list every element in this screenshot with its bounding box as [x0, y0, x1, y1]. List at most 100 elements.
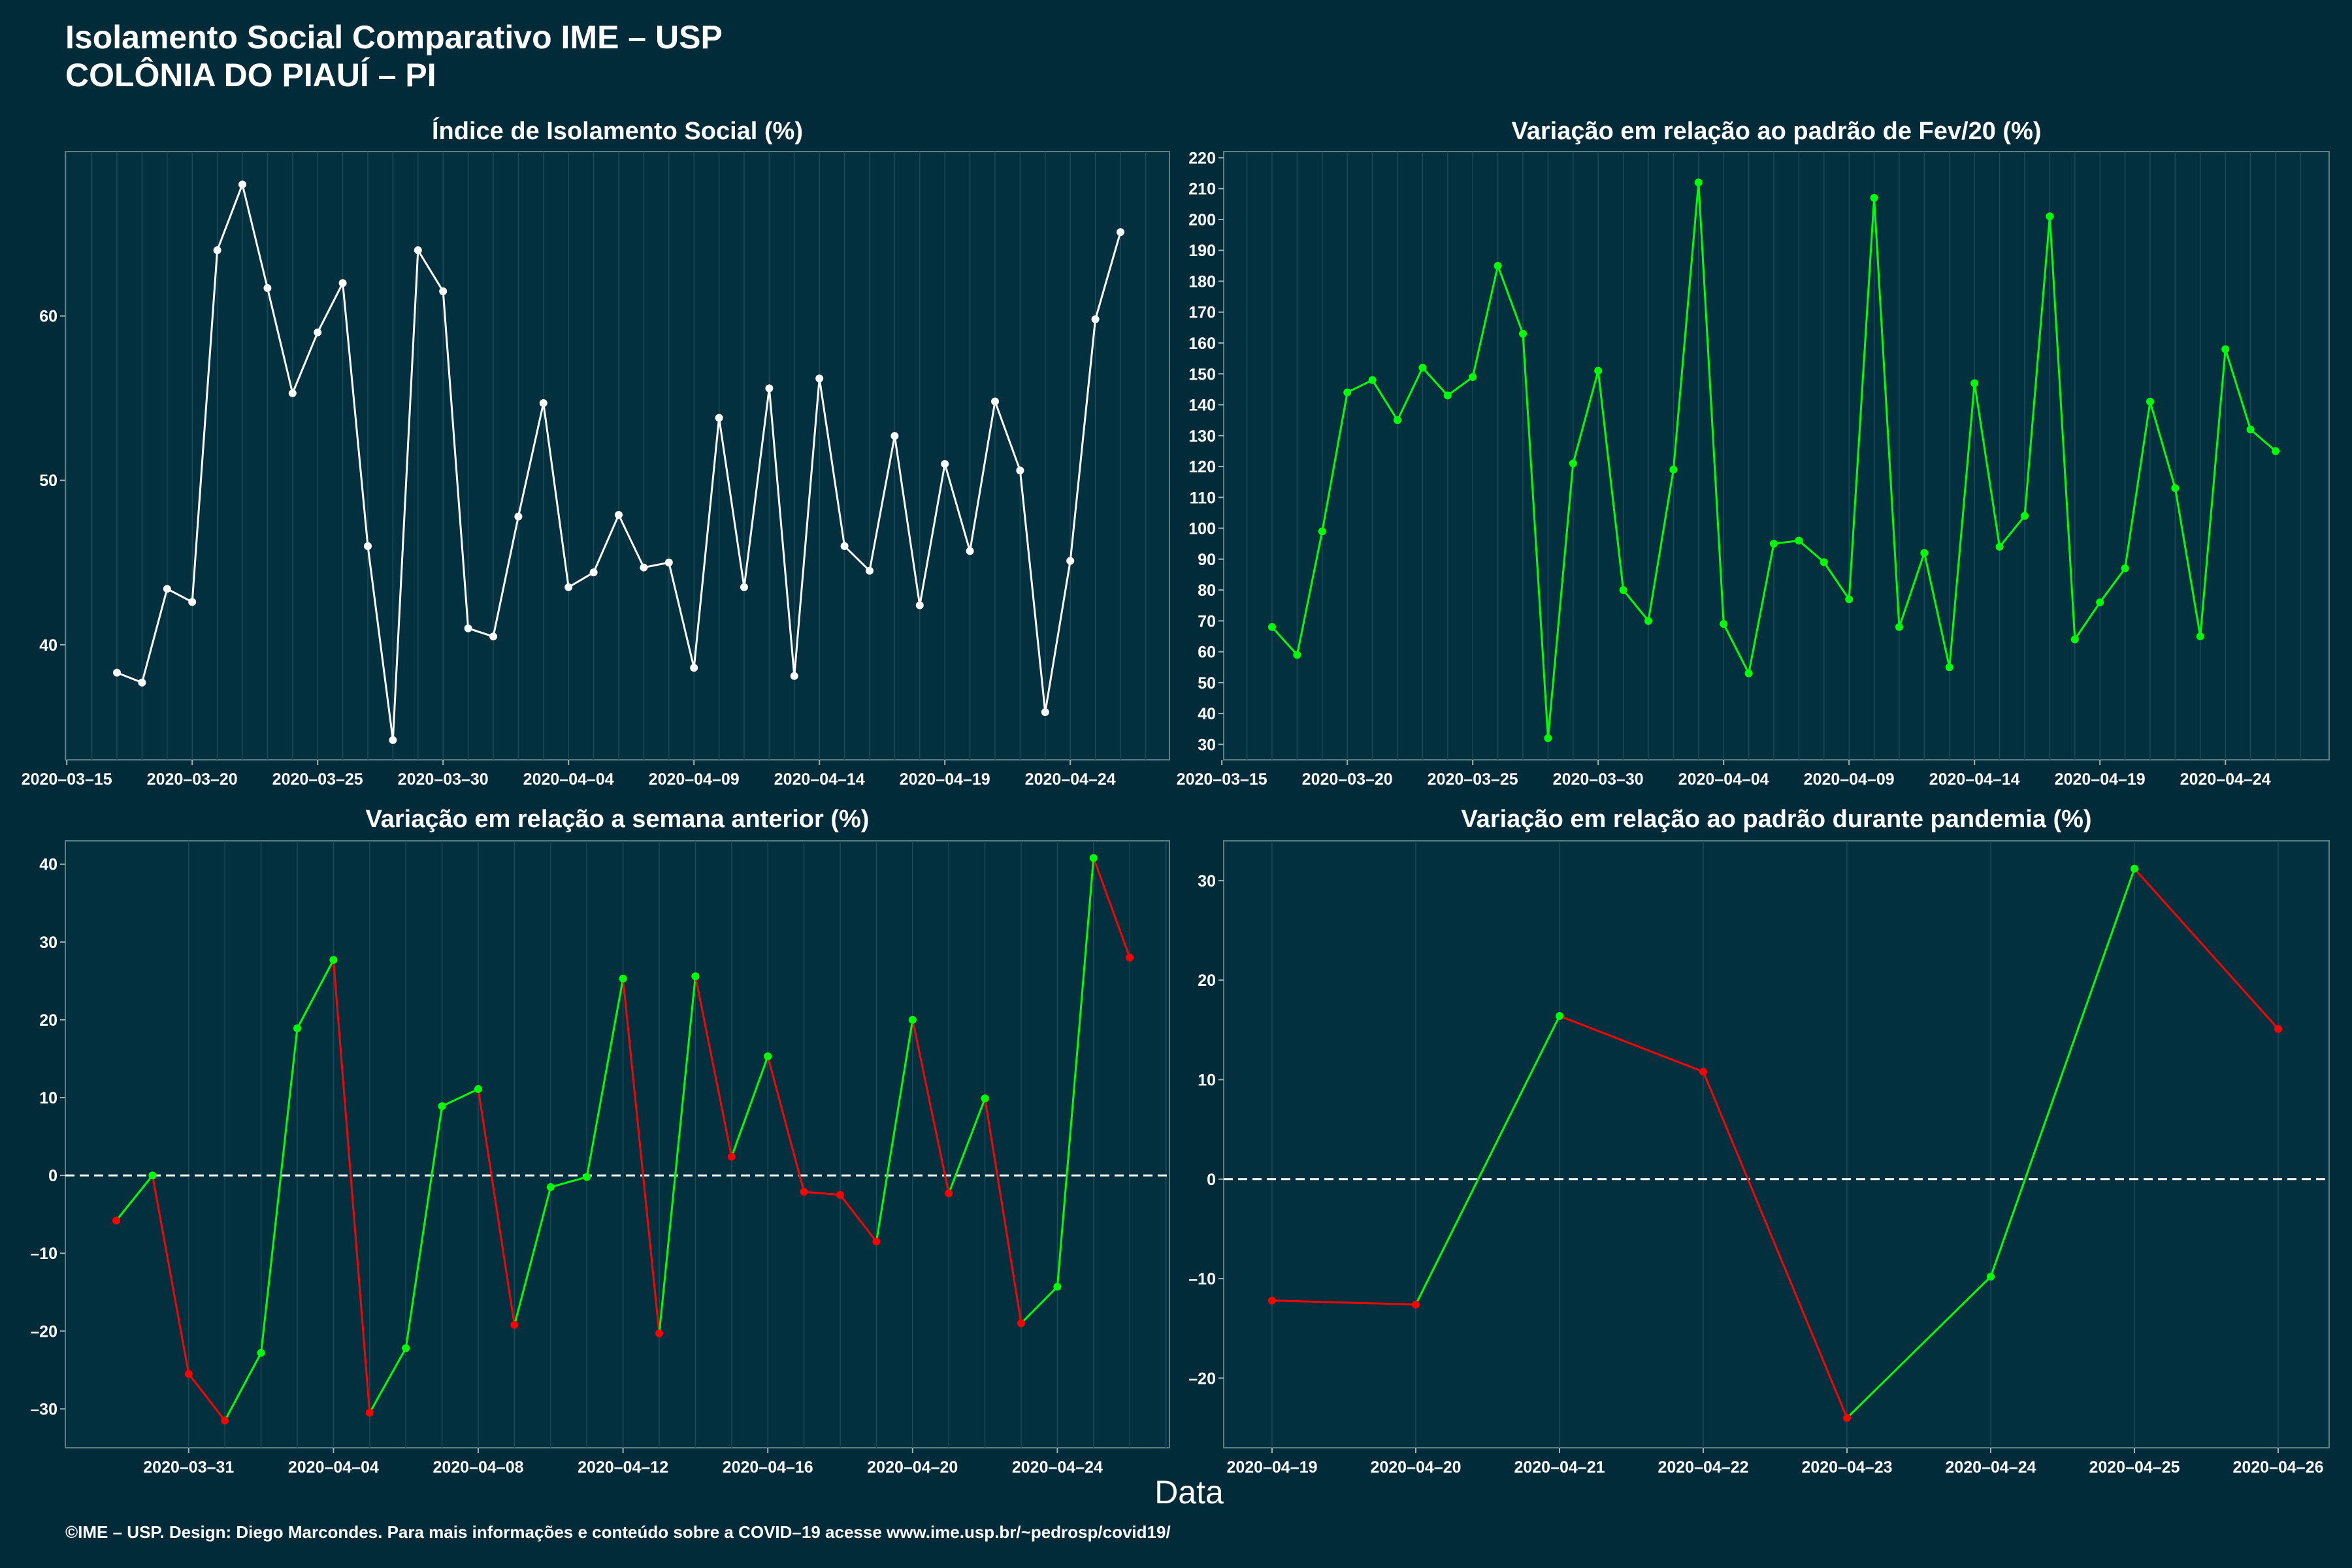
- series-segment: [368, 1347, 407, 1414]
- data-point: [1053, 1282, 1062, 1291]
- series-segment: [766, 1056, 806, 1192]
- data-point: [1770, 540, 1778, 548]
- series-segment: [260, 1028, 299, 1353]
- x-tick-label: 2020–03–30: [1553, 770, 1644, 789]
- data-point: [1443, 391, 1452, 400]
- y-tick-label: –10: [30, 1245, 57, 1263]
- data-point: [1268, 1296, 1276, 1305]
- series-segment: [1559, 1015, 1704, 1073]
- data-point: [1368, 376, 1377, 384]
- plot-panel: [1223, 151, 2330, 760]
- data-point: [991, 397, 999, 406]
- data-point: [583, 1173, 591, 1181]
- data-point: [1016, 466, 1024, 475]
- y-tick-label: 40: [1198, 705, 1216, 723]
- data-point: [263, 284, 272, 292]
- data-point: [740, 583, 748, 591]
- data-point: [1293, 651, 1301, 659]
- data-point: [840, 542, 849, 550]
- series-segment: [694, 975, 733, 1157]
- data-point: [1089, 854, 1098, 862]
- data-point: [1494, 261, 1502, 270]
- data-point: [1845, 595, 1854, 604]
- data-point: [1556, 1012, 1563, 1021]
- data-point: [2046, 212, 2054, 221]
- data-point: [314, 328, 322, 336]
- x-tick-label: 2020–03–15: [1177, 770, 1267, 789]
- data-point: [890, 432, 899, 440]
- data-point: [1720, 620, 1728, 629]
- data-point: [1744, 669, 1753, 678]
- data-point: [800, 1188, 808, 1196]
- x-tick-label: 2020–04–24: [1025, 770, 1116, 789]
- x-tick-label: 2020–04–20: [1370, 1458, 1461, 1477]
- y-tick-label: 50: [39, 472, 57, 490]
- data-point: [691, 972, 700, 981]
- data-point: [1699, 1068, 1707, 1076]
- series-segment: [622, 978, 661, 1334]
- data-point: [1920, 549, 1929, 557]
- data-point: [1418, 363, 1427, 372]
- data-point: [464, 624, 472, 632]
- data-point: [690, 664, 698, 672]
- series-segment: [984, 1098, 1022, 1324]
- series-segment: [1846, 1275, 1992, 1419]
- data-point: [1126, 953, 1134, 962]
- data-point: [163, 585, 171, 593]
- series-segment: [804, 1190, 841, 1196]
- y-tick-label: 220: [1188, 149, 1216, 167]
- data-point: [915, 601, 924, 610]
- plot-panel: [65, 840, 1170, 1448]
- data-point: [338, 279, 347, 287]
- x-tick-label: 2020–04–19: [2055, 770, 2146, 789]
- x-tick-label: 2020–04–21: [1514, 1458, 1605, 1477]
- y-tick-label: 30: [39, 934, 57, 952]
- y-tick-label: 90: [1198, 551, 1216, 569]
- x-tick-label: 2020–03–31: [143, 1458, 234, 1477]
- data-point: [1017, 1319, 1025, 1328]
- data-point: [1594, 367, 1603, 375]
- y-tick-label: –10: [1188, 1270, 1216, 1288]
- data-point: [1117, 228, 1124, 237]
- data-point: [474, 1085, 482, 1093]
- data-point: [2146, 397, 2154, 406]
- x-tick-label: 2020–03–15: [22, 770, 112, 789]
- y-tick-label: 120: [1188, 458, 1216, 476]
- data-point: [715, 414, 723, 422]
- series-segment: [188, 1373, 226, 1422]
- y-tick-label: 40: [39, 856, 57, 874]
- x-tick-label: 2020–04–14: [1929, 770, 2020, 789]
- data-point: [2021, 512, 2029, 520]
- series-segment: [115, 1175, 154, 1222]
- y-tick-label: 60: [39, 308, 57, 326]
- x-tick-label: 2020–03–25: [1428, 770, 1518, 789]
- x-tick-label: 2020–04–24: [2180, 770, 2271, 789]
- y-tick-label: 130: [1188, 427, 1216, 446]
- y-tick-label: 190: [1188, 242, 1216, 260]
- series-segment: [947, 1098, 987, 1194]
- data-point: [2070, 635, 2079, 644]
- data-point: [908, 1015, 917, 1024]
- data-point: [1469, 372, 1477, 381]
- data-point: [112, 1217, 120, 1225]
- data-point: [2096, 598, 2104, 606]
- x-tick-label: 2020–04–22: [1658, 1458, 1748, 1477]
- y-tick-label: 150: [1188, 365, 1216, 384]
- y-tick-label: 160: [1188, 335, 1216, 353]
- x-tick-label: 2020–04–09: [1804, 770, 1895, 789]
- panel-title-feb-variation: Variação em relação ao padrão de Fev/20 …: [1511, 118, 2042, 145]
- data-point: [866, 566, 874, 575]
- y-tick-label: 20: [39, 1011, 57, 1030]
- series-segment: [1989, 868, 2136, 1277]
- series-segment: [441, 1088, 479, 1107]
- data-point: [389, 736, 397, 744]
- data-point: [1343, 388, 1352, 397]
- data-point: [293, 1024, 301, 1033]
- y-tick-label: 10: [1198, 1071, 1216, 1090]
- data-point: [184, 1369, 193, 1378]
- data-point: [945, 1189, 953, 1198]
- series-segment: [332, 960, 371, 1413]
- data-point: [188, 598, 197, 606]
- series-segment: [911, 1019, 950, 1194]
- y-tick-label: 40: [39, 636, 57, 655]
